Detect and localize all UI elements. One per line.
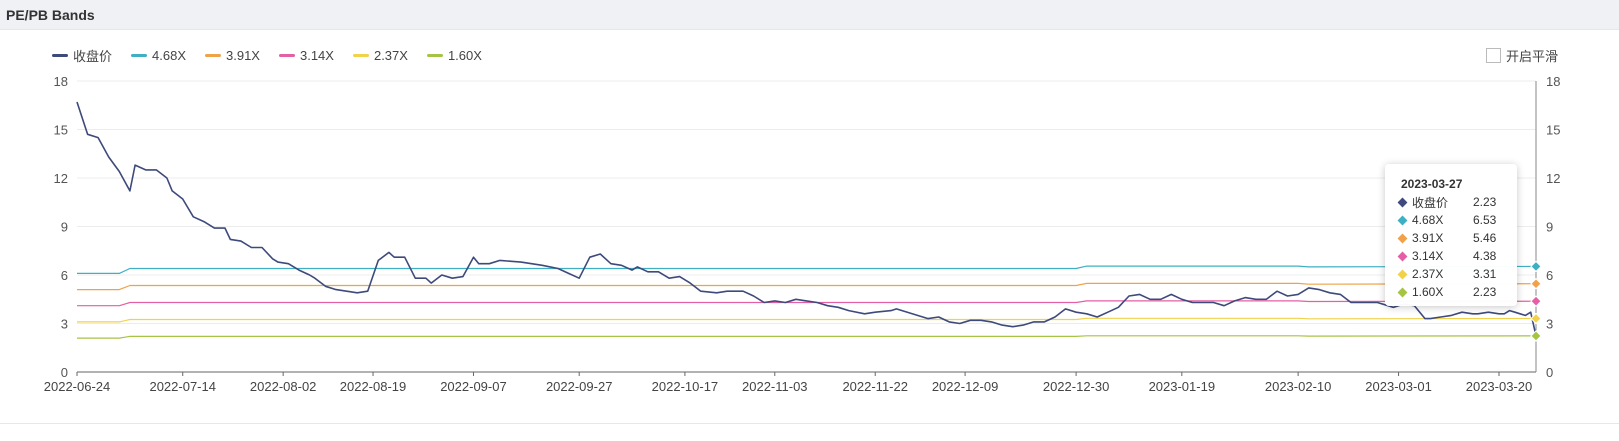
x-tick-label: 2022-07-14	[149, 379, 216, 394]
y-tick-label-right: 18	[1546, 74, 1560, 89]
series-line-3-91x	[77, 282, 1537, 291]
x-tick-label: 2022-10-17	[652, 379, 719, 394]
tooltip-series-value: 5.46	[1473, 231, 1497, 245]
x-tick-label: 2022-12-09	[932, 379, 999, 394]
tooltip-date: 2023-03-27	[1401, 177, 1463, 191]
tooltip-row: 2.37X 3.31	[1397, 266, 1509, 282]
tooltip-series-name: 2.37X	[1412, 267, 1444, 281]
tooltip-marker-icon	[1397, 287, 1408, 297]
legend-item-4-68x[interactable]: 4.68X	[131, 48, 186, 63]
x-tick-label: 2023-03-20	[1466, 379, 1533, 394]
y-tick-label-right: 0	[1546, 365, 1553, 380]
legend-swatch	[352, 53, 369, 57]
y-tick-label-left: 15	[54, 123, 68, 138]
smooth-toggle[interactable]: 开启平滑	[1486, 46, 1558, 65]
y-tick-label-right: 9	[1546, 220, 1553, 235]
series-line-close-price	[76, 101, 1537, 337]
x-tick-label: 2022-12-30	[1043, 379, 1110, 394]
smooth-toggle-label: 开启平滑	[1506, 49, 1559, 64]
legend-label: 收盘价	[73, 48, 113, 64]
panel-title: PE/PB Bands	[6, 7, 95, 23]
legend-label: 4.68X	[152, 47, 186, 63]
legend-item-close-price[interactable]: 收盘价	[52, 46, 112, 65]
y-tick-label-left: 9	[61, 220, 68, 235]
tooltip-row: 3.91X 5.46	[1397, 230, 1509, 246]
legend-item-2-37x[interactable]: 2.37X	[352, 47, 408, 63]
series-line-1-60x	[77, 335, 1537, 339]
tooltip-row: 4.68X 6.53	[1397, 212, 1509, 228]
legend-swatch	[131, 53, 148, 57]
x-tick-label: 2023-02-10	[1265, 379, 1332, 394]
legend-swatch	[52, 53, 68, 57]
x-tick-label: 2022-11-03	[742, 379, 808, 394]
chart-legend: 收盘价 4.68X 3.91X 3.14X 2.37X 1.60X	[52, 46, 501, 64]
panel-bottom-border	[0, 423, 1619, 424]
smooth-checkbox[interactable]	[1486, 48, 1501, 63]
end-marker-1-60x	[1530, 330, 1542, 342]
x-tick-label: 2022-09-27	[546, 379, 613, 394]
tooltip-marker-icon	[1397, 269, 1408, 279]
tooltip-marker-icon	[1397, 233, 1408, 243]
y-tick-label-right: 6	[1546, 268, 1553, 283]
end-marker-2-37x	[1530, 312, 1542, 325]
y-tick-label-left: 0	[61, 365, 68, 380]
legend-item-3-91x[interactable]: 3.91X	[205, 48, 260, 63]
tooltip-series-name: 收盘价	[1412, 195, 1449, 210]
tooltip-series-value: 6.53	[1473, 213, 1497, 227]
y-tick-label-right: 3	[1546, 317, 1553, 332]
series-line-2-37x	[77, 317, 1537, 323]
x-tick-label: 2022-08-02	[250, 379, 317, 394]
tooltip-marker-icon	[1397, 197, 1408, 207]
legend-item-1-60x[interactable]: 1.60X	[426, 47, 482, 63]
tooltip-series-name: 1.60X	[1412, 285, 1444, 299]
tooltip-series-value: 2.23	[1473, 285, 1497, 299]
end-marker-4-68x	[1530, 260, 1542, 273]
legend-label: 1.60X	[447, 47, 482, 63]
tooltip-row: 收盘价 2.23	[1397, 194, 1509, 210]
x-tick-label: 2023-01-19	[1149, 379, 1216, 394]
y-tick-label-left: 6	[61, 268, 68, 283]
tooltip-series-value: 2.23	[1473, 195, 1497, 209]
legend-label: 2.37X	[373, 47, 408, 63]
panel-header: PE/PB Bands	[0, 0, 1619, 30]
tooltip-marker-icon	[1397, 215, 1408, 225]
series-line-3-14x	[77, 300, 1537, 307]
y-tick-label-right: 12	[1546, 171, 1560, 186]
y-tick-label-left: 12	[54, 171, 68, 186]
legend-label: 3.91X	[226, 47, 260, 63]
y-tick-label-left: 3	[61, 317, 68, 332]
tooltip-series-value: 4.38	[1473, 249, 1497, 263]
x-tick-label: 2022-08-19	[340, 379, 407, 394]
tooltip-series-name: 3.91X	[1412, 231, 1444, 245]
series-line-4-68x	[77, 265, 1537, 274]
tooltip-series-name: 4.68X	[1412, 213, 1444, 227]
y-tick-label-right: 15	[1546, 123, 1560, 138]
chart-tooltip: 2023-03-27 收盘价 2.23 4.68X 6.53 3.91X 5.4…	[1385, 164, 1517, 306]
legend-swatch	[205, 53, 221, 57]
end-marker-3-14x	[1530, 295, 1542, 307]
x-tick-label: 2022-09-07	[440, 379, 507, 394]
tooltip-marker-icon	[1397, 251, 1408, 261]
legend-item-3-14x[interactable]: 3.14X	[278, 47, 334, 63]
x-tick-label: 2022-06-24	[44, 379, 111, 394]
tooltip-row: 1.60X 2.23	[1397, 284, 1509, 300]
x-tick-label: 2022-11-22	[842, 379, 908, 394]
x-tick-label: 2023-03-01	[1365, 379, 1432, 394]
tooltip-series-value: 3.31	[1473, 267, 1497, 281]
legend-swatch	[426, 53, 443, 57]
legend-swatch	[278, 53, 295, 57]
tooltip-series-name: 3.14X	[1412, 249, 1444, 263]
tooltip-row: 3.14X 4.38	[1397, 248, 1509, 264]
legend-label: 3.14X	[299, 47, 334, 63]
y-tick-label-left: 18	[54, 74, 68, 89]
end-marker-3-91x	[1530, 278, 1542, 290]
